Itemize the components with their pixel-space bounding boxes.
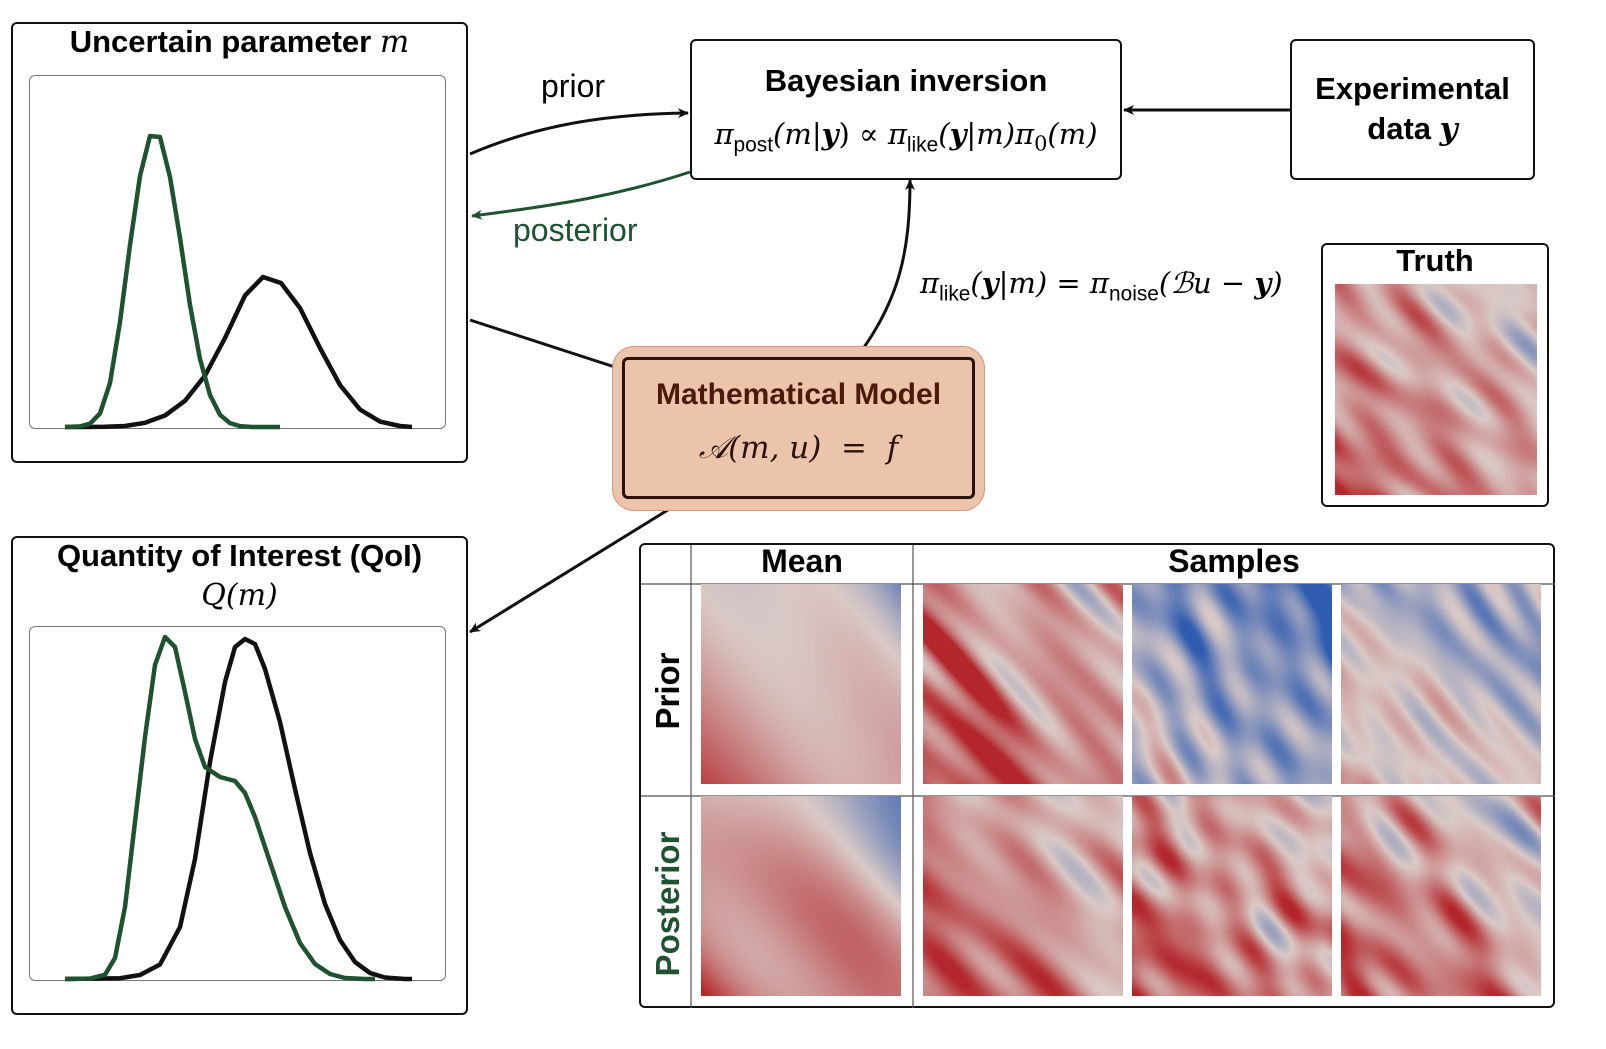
prior-args: (m) bbox=[1047, 117, 1098, 151]
qoi-density-plot bbox=[29, 626, 446, 982]
qoi-title: Quantity of Interest (QoI) bbox=[56, 538, 423, 573]
model-to-bayes-arrow bbox=[855, 179, 915, 358]
posterior-formula: πpost(m|y) ∝ πlike(y|m)π0(m) bbox=[692, 117, 1120, 157]
posterior-edge-label: posterior bbox=[513, 212, 638, 248]
posterior-arrow bbox=[471, 170, 691, 220]
prior-posterior-grid: Mean Samples Prior Posterior bbox=[639, 543, 1555, 1008]
uncertain-parameter-symbol: m bbox=[379, 24, 410, 60]
uncertain-parameter-panel: Uncertain parameter m bbox=[11, 22, 468, 463]
field-canvas bbox=[701, 796, 901, 996]
field-canvas bbox=[923, 796, 1123, 996]
posterior-formula-y: y bbox=[821, 117, 839, 151]
posterior-sample-1-image bbox=[923, 796, 1123, 996]
likelihood-formula-sub-noise: noise bbox=[1108, 282, 1159, 306]
bayesian-inversion-box: Bayesian inversion πpost(m|y) ∝ πlike(y|… bbox=[690, 39, 1122, 180]
likelihood-formula-open: ( bbox=[970, 266, 982, 300]
uncertain-parameter-title-text: Uncertain parameter bbox=[69, 24, 372, 59]
prior-sample-3-image bbox=[1341, 584, 1541, 784]
truth-panel: Truth bbox=[1321, 243, 1549, 507]
experimental-data-line1: Experimental bbox=[1315, 71, 1510, 106]
likelihood-y: y bbox=[949, 117, 967, 151]
qoi-subtitle: Q(m) bbox=[201, 578, 278, 613]
experimental-data-word: data bbox=[1367, 111, 1432, 146]
parameter-prior-curve bbox=[65, 274, 413, 430]
model-to-qoi-arrow bbox=[469, 498, 685, 634]
likelihood-formula-sub-like: like bbox=[939, 282, 971, 306]
posterior-sample-2-image bbox=[1132, 796, 1332, 996]
truth-title: Truth bbox=[1396, 243, 1474, 278]
prior-sub-zero: 0 bbox=[1034, 131, 1048, 156]
posterior-formula-proportional: ) ∝ bbox=[838, 117, 888, 151]
likelihood-formula: πlike(y|m) = πnoise(ℬu − y) bbox=[920, 266, 1283, 306]
field-canvas bbox=[1132, 796, 1332, 996]
column-header-mean: Mean bbox=[761, 543, 843, 579]
column-header-samples: Samples bbox=[1168, 543, 1300, 579]
likelihood-open: ( bbox=[938, 117, 950, 151]
parameter-posterior-curve bbox=[64, 133, 280, 430]
likelihood-pi: π bbox=[887, 117, 907, 151]
qoi-posterior-curve bbox=[64, 634, 375, 982]
posterior-formula-sub-post: post bbox=[733, 133, 773, 157]
experimental-data-symbol: y bbox=[1439, 111, 1458, 147]
likelihood-given-prior: |m)π bbox=[966, 117, 1035, 151]
mathematical-model-equation: 𝒜(m, u) = f bbox=[698, 430, 899, 466]
posterior-sample-3-image bbox=[1341, 796, 1541, 996]
likelihood-formula-y: y bbox=[981, 266, 999, 300]
field-canvas bbox=[1335, 284, 1537, 495]
mathematical-model-title: Mathematical Model bbox=[655, 378, 942, 411]
experimental-data-box: Experimental data y bbox=[1290, 39, 1535, 180]
field-canvas bbox=[1341, 796, 1541, 996]
posterior-formula-pi: π bbox=[714, 117, 734, 151]
parameter-to-model-arrow bbox=[469, 318, 625, 372]
field-canvas bbox=[1341, 584, 1541, 784]
row-label-prior: Prior bbox=[649, 652, 686, 730]
field-canvas bbox=[923, 584, 1123, 784]
likelihood-formula-close: ) bbox=[1271, 266, 1283, 300]
prior-edge-label: prior bbox=[541, 68, 606, 104]
field-canvas bbox=[1132, 584, 1332, 784]
mathematical-model-box: Mathematical Model 𝒜(m, u) = f bbox=[622, 357, 975, 499]
prior-mean-image bbox=[701, 584, 901, 784]
posterior-formula-args: (m| bbox=[773, 117, 822, 151]
row-label-posterior: Posterior bbox=[649, 831, 686, 977]
likelihood-formula-pi: π bbox=[920, 266, 940, 300]
posterior-mean-image bbox=[701, 796, 901, 996]
prior-arrow bbox=[469, 108, 689, 156]
field-canvas bbox=[701, 584, 901, 784]
bayesian-inversion-title: Bayesian inversion bbox=[764, 63, 1048, 98]
qoi-panel: Quantity of Interest (QoI) Q(m) bbox=[11, 536, 468, 1015]
likelihood-sub-like: like bbox=[906, 133, 939, 157]
prior-sample-1-image bbox=[923, 584, 1123, 784]
likelihood-formula-y2: y bbox=[1254, 266, 1272, 300]
uncertain-parameter-title: Uncertain parameter m bbox=[13, 24, 466, 60]
parameter-density-plot bbox=[29, 75, 446, 430]
prior-sample-2-image bbox=[1132, 584, 1332, 784]
truth-field-image bbox=[1335, 284, 1537, 495]
experimental-data-line2: data y bbox=[1292, 111, 1533, 147]
likelihood-formula-equals: |m) = π bbox=[998, 266, 1109, 300]
qoi-prior-curve bbox=[64, 636, 412, 982]
likelihood-formula-forward: (ℬu − bbox=[1158, 266, 1255, 300]
